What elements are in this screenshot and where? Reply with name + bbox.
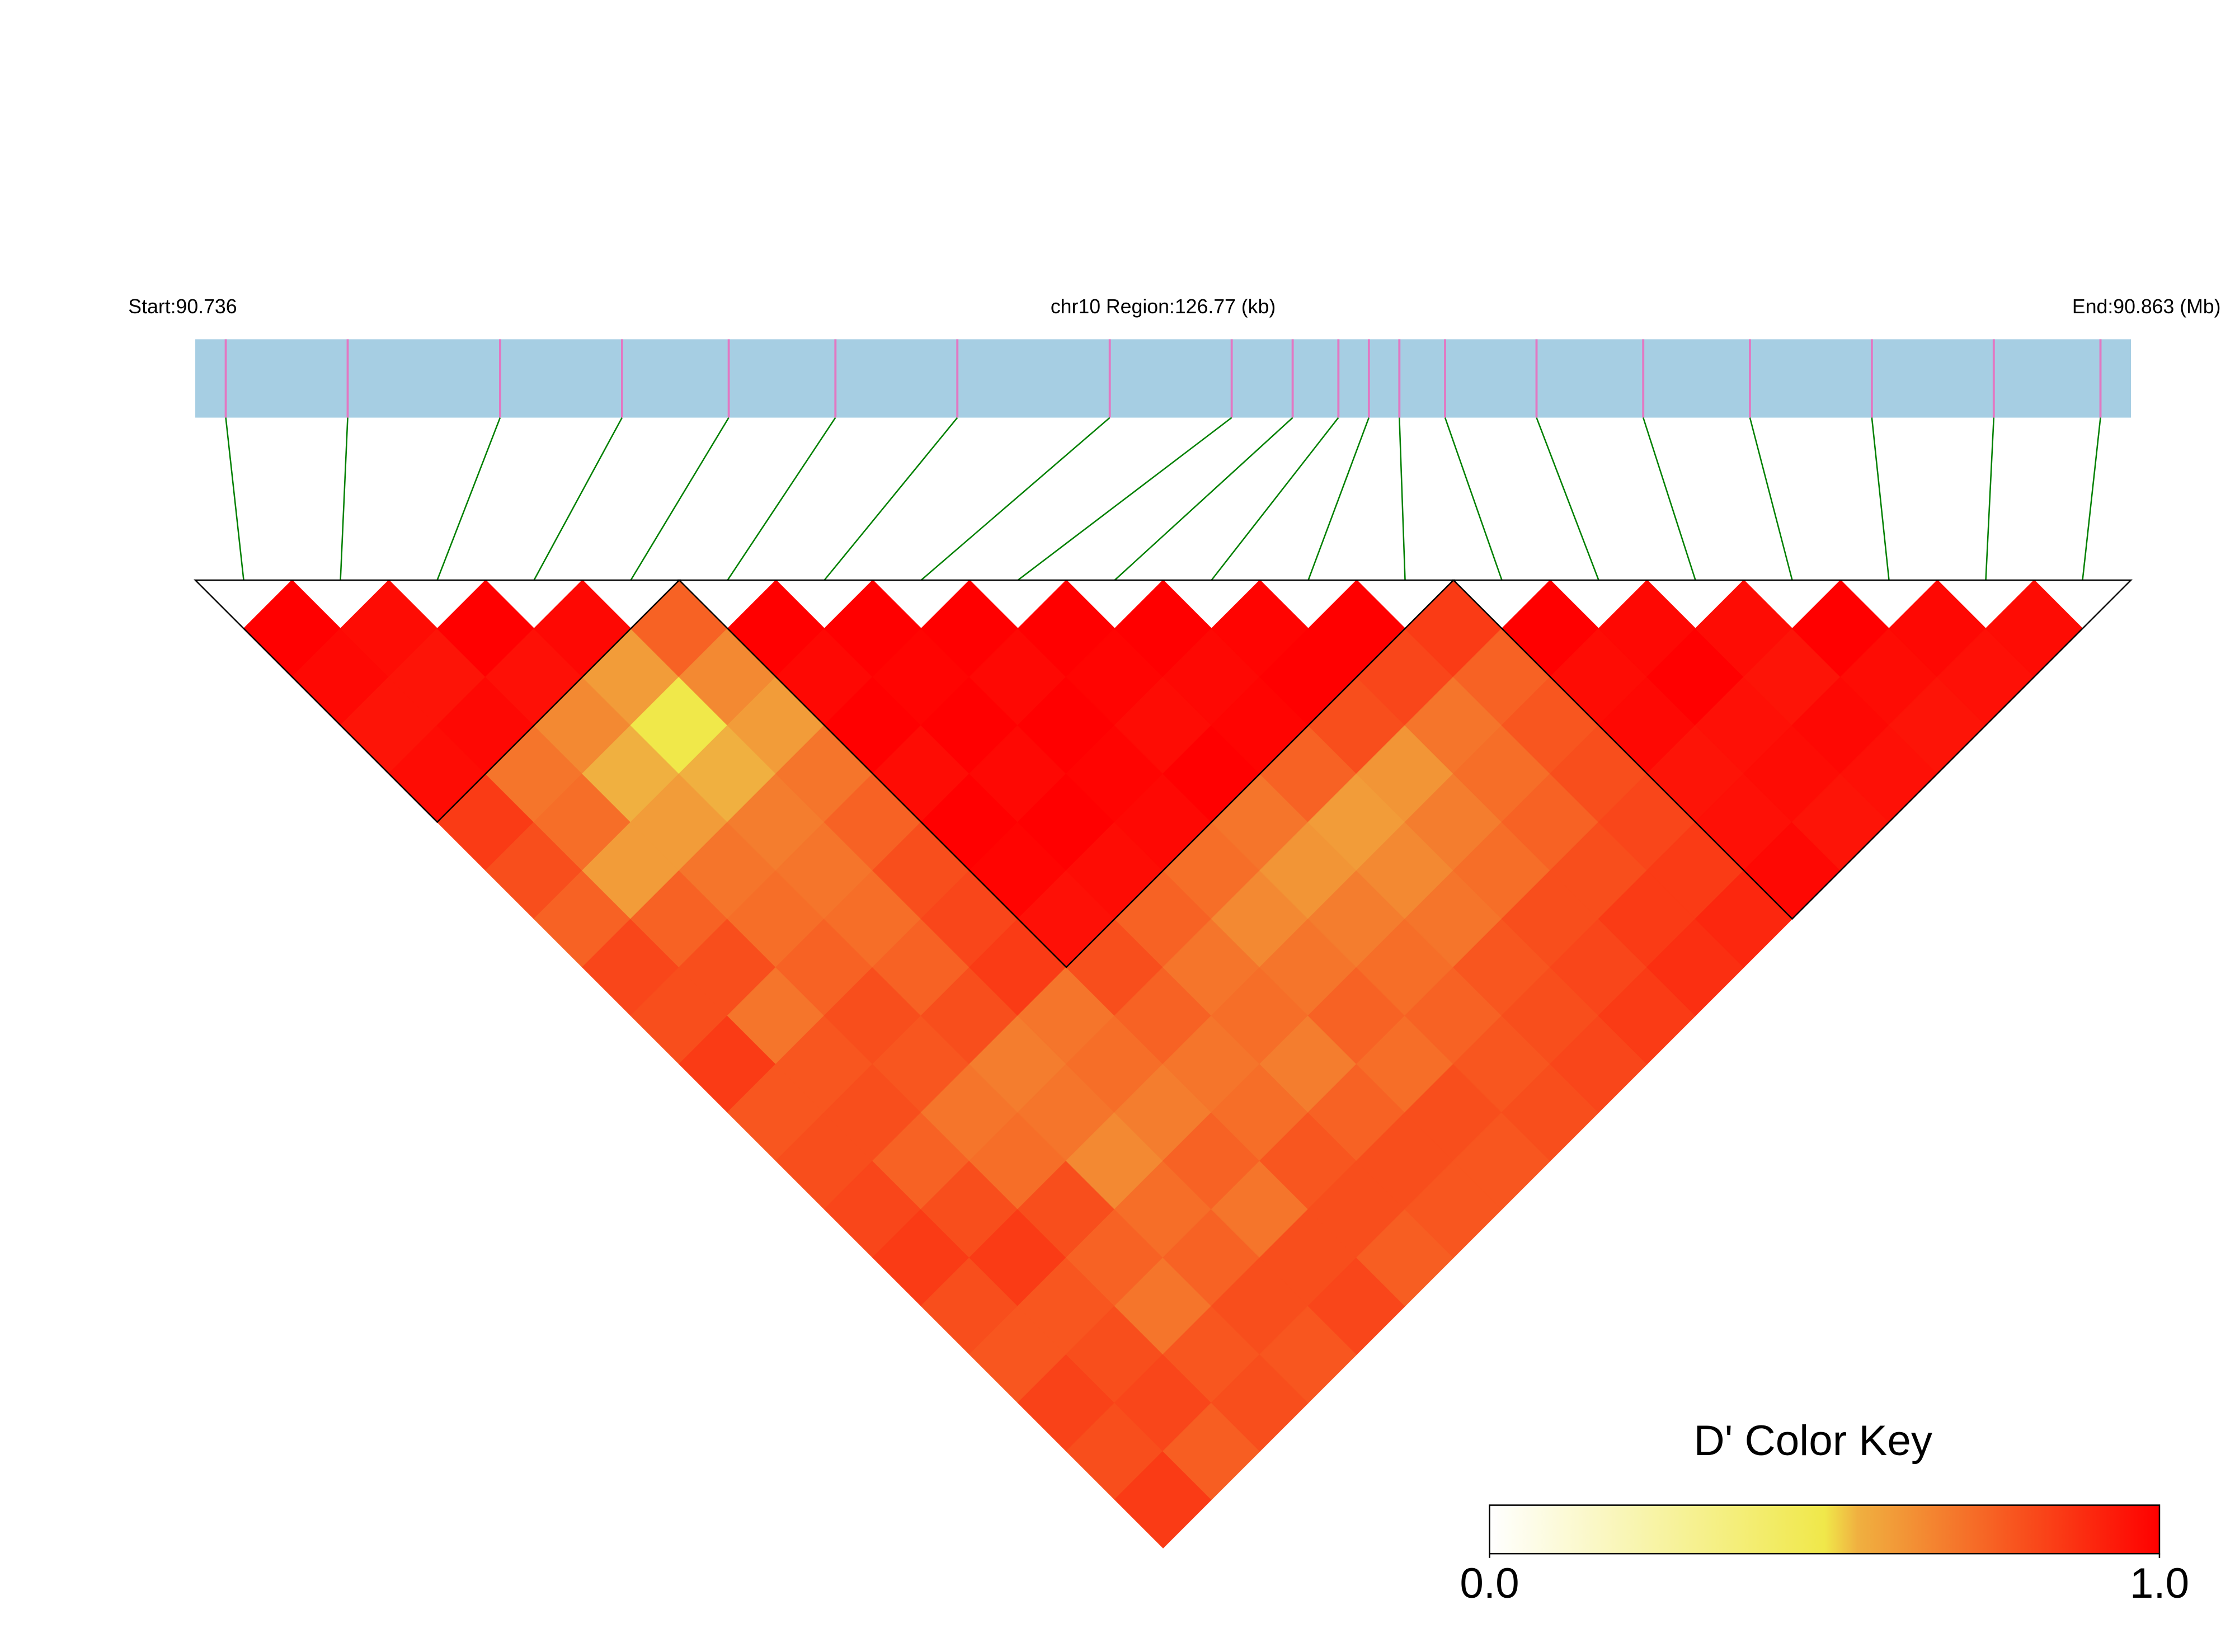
snp-link [1444,417,1503,581]
start-label: Start:90.736 [128,295,237,318]
snp-link [630,417,730,581]
snp-link [1211,417,1339,581]
snp-link [1114,417,1293,581]
snp-link [1307,417,1370,581]
region-label: chr10 Region:126.77 (kb) [1051,295,1276,318]
snp-link [1871,417,1890,581]
end-label: End:90.863 (Mb) [2072,295,2221,318]
colorkey-tick-label: 1.0 [2130,1560,2189,1607]
snp-link [1536,417,1599,581]
snp-link [1017,417,1232,581]
snp-link [1985,417,1995,581]
ld-block [1451,579,2133,920]
snp-link [436,417,501,581]
snp-link [1399,417,1406,581]
snp-link [340,417,349,581]
snp-bar [195,339,2132,418]
snp-link [2082,417,2101,581]
snp-link [225,417,244,581]
colorkey-tick-label: 0.0 [1460,1560,1519,1607]
ld-block [193,579,681,823]
colorkey-bar [1489,1504,2161,1555]
colorkey-title: D' Color Key [1694,1417,1933,1465]
snp-link [920,417,1111,581]
ld-block [677,579,1456,968]
snp-link [727,417,836,581]
snp-link [533,417,623,581]
snp-link [1642,417,1696,581]
snp-link [824,417,958,581]
snp-link [1749,417,1793,581]
